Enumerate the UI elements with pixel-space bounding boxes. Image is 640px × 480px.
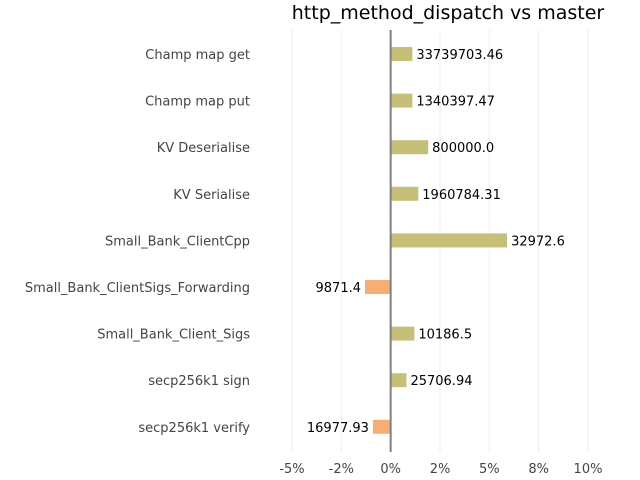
category-label: secp256k1 verify	[138, 421, 250, 436]
category-label: secp256k1 sign	[148, 374, 250, 389]
bar	[390, 186, 419, 201]
category-label: Champ map get	[145, 48, 250, 63]
value-label: 25706.94	[410, 374, 472, 389]
category-labels: Champ map get Champ map put KV Deserialise…	[25, 48, 250, 436]
value-label: 9871.4	[316, 281, 362, 296]
bar	[365, 280, 391, 294]
category-label: Small_Bank_Client_Sigs	[97, 328, 250, 343]
value-label: 16977.93	[307, 421, 369, 436]
x-tick-label: 8%	[528, 462, 549, 477]
value-labels: 33739703.46 1340397.47 800000.0 1960784.31 3…	[307, 48, 565, 436]
category-label: Small_Bank_ClientCpp	[105, 234, 250, 249]
category-label: Champ map put	[145, 95, 250, 110]
bar	[390, 140, 429, 155]
value-label: 10186.5	[418, 328, 472, 343]
value-label: 800000.0	[432, 141, 494, 156]
x-tick-labels: -5% -2% 0% 2% 5% 8% 10%	[279, 462, 602, 477]
x-tick-label: 0%	[380, 462, 401, 477]
x-tick-label: -5%	[279, 462, 304, 477]
bar	[390, 326, 415, 341]
value-label: 1960784.31	[422, 188, 501, 203]
category-label: Small_Bank_ClientSigs_Forwarding	[25, 281, 250, 296]
x-tick-label: -2%	[329, 462, 354, 477]
value-label: 1340397.47	[416, 95, 495, 110]
x-tick-label: 2%	[430, 462, 451, 477]
bar	[390, 47, 413, 61]
category-label: KV Serialise	[173, 188, 250, 203]
bar	[372, 419, 391, 434]
bar	[390, 93, 413, 108]
bar	[390, 233, 508, 248]
category-label: KV Deserialise	[157, 141, 250, 156]
x-tick-label: 5%	[479, 462, 500, 477]
x-tick-label: 10%	[574, 462, 603, 477]
chart-title: http_method_dispatch vs master	[292, 2, 605, 24]
bar	[390, 373, 407, 388]
bars	[365, 47, 508, 434]
value-label: 32972.6	[511, 234, 565, 249]
value-label: 33739703.46	[416, 48, 503, 63]
